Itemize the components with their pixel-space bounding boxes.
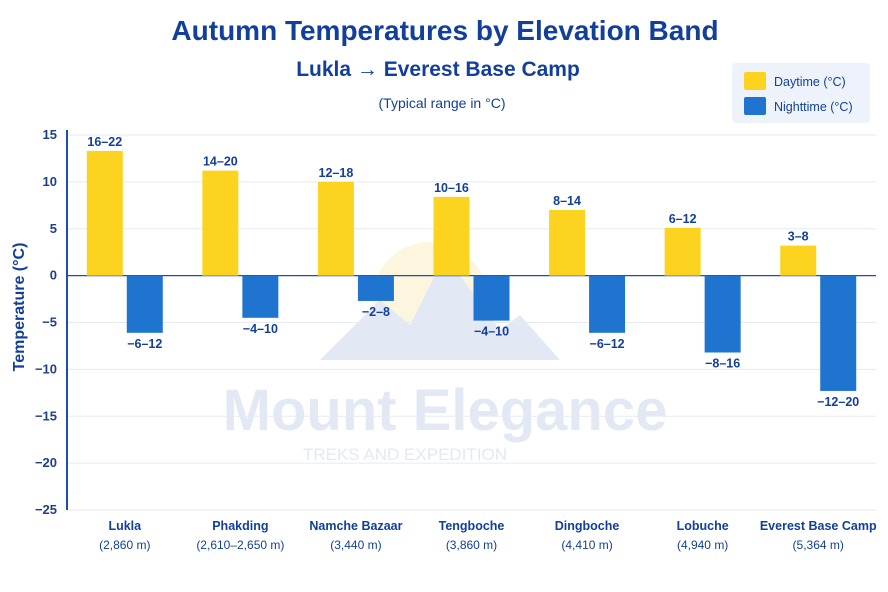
data-label-nighttime: −8–16 <box>705 357 740 371</box>
y-tick-label: −5 <box>42 315 57 330</box>
x-category-label: Everest Base Camp <box>760 519 877 533</box>
data-label-daytime: 8–14 <box>553 194 581 208</box>
legend: Daytime (°C) Nighttime (°C) <box>732 63 870 123</box>
bar-daytime <box>433 196 470 276</box>
y-tick-label: 5 <box>50 221 57 236</box>
x-category-elevation: (4,410 m) <box>561 538 612 552</box>
data-labels: 16–22 −6–12 14–20 −4–10 12–18 −2–8 10–16 −4–10 8… <box>87 135 859 409</box>
data-label-nighttime: −2–8 <box>362 305 390 319</box>
bar-daytime <box>780 245 817 276</box>
x-category-elevation: (4,940 m) <box>677 538 728 552</box>
legend-box <box>732 63 870 123</box>
y-tick-label: −10 <box>35 361 57 376</box>
x-category-label: Lobuche <box>677 519 729 533</box>
watermark-tagline: TREKS AND EXPEDITION <box>303 445 507 464</box>
bar-daytime <box>549 210 586 276</box>
y-axis-label: Temperature (°C) <box>11 243 28 372</box>
bar-nighttime <box>473 275 510 321</box>
gridlines <box>67 134 876 511</box>
chart-note: (Typical range in °C) <box>379 95 506 111</box>
x-category-label: Phakding <box>212 519 268 533</box>
watermark-mountain-icon <box>320 255 560 360</box>
y-tick-label: −20 <box>35 455 57 470</box>
legend-swatch-nighttime <box>744 97 766 115</box>
y-tick-label: 0 <box>50 268 57 283</box>
x-category-elevation: (3,860 m) <box>446 538 497 552</box>
data-label-daytime: 16–22 <box>87 135 122 149</box>
bar-daytime <box>317 181 354 276</box>
bar-nighttime <box>704 275 741 353</box>
bar-daytime <box>664 227 701 276</box>
x-axis-categories: Lukla (2,860 m) Phakding (2,610–2,650 m) Nam… <box>99 519 877 552</box>
watermark-logo: Mount Elegance TREKS AND EXPEDITION <box>223 242 668 464</box>
y-tick-label: 15 <box>43 127 57 142</box>
chart-title: Autumn Temperatures by Elevation Band <box>171 15 718 46</box>
data-label-nighttime: −12–20 <box>817 395 859 409</box>
data-label-nighttime: −6–12 <box>127 337 162 351</box>
bars <box>86 150 857 391</box>
x-category-elevation: (3,440 m) <box>330 538 381 552</box>
y-tick-label: 10 <box>43 174 57 189</box>
y-axis-ticks: 15 10 5 0 −5 −10 −15 −20 −25 <box>35 127 57 517</box>
data-label-nighttime: −4–10 <box>474 325 509 339</box>
x-category-elevation: (2,610–2,650 m) <box>196 538 284 552</box>
bar-nighttime <box>820 275 857 391</box>
legend-label-nighttime: Nighttime (°C) <box>774 100 853 114</box>
y-tick-label: −15 <box>35 408 57 423</box>
bar-daytime <box>202 170 239 276</box>
bar-nighttime <box>126 275 163 333</box>
x-category-label: Lukla <box>108 519 142 533</box>
x-category-label: Dingboche <box>555 519 620 533</box>
x-category-elevation: (2,860 m) <box>99 538 150 552</box>
legend-label-daytime: Daytime (°C) <box>774 75 846 89</box>
bar-nighttime <box>589 275 626 333</box>
watermark-brand: Mount Elegance <box>223 378 668 443</box>
bar-daytime <box>86 150 123 276</box>
x-category-label: Namche Bazaar <box>309 519 402 533</box>
y-tick-label: −25 <box>35 502 57 517</box>
legend-swatch-daytime <box>744 72 766 90</box>
chart-subtitle: Lukla → Everest Base Camp <box>296 58 580 81</box>
data-label-daytime: 6–12 <box>669 212 697 226</box>
data-label-daytime: 14–20 <box>203 155 238 169</box>
data-label-nighttime: −4–10 <box>243 322 278 336</box>
data-label-daytime: 10–16 <box>434 181 469 195</box>
x-category-label: Tengboche <box>439 519 505 533</box>
data-label-daytime: 12–18 <box>319 166 354 180</box>
bar-nighttime <box>242 275 279 318</box>
data-label-nighttime: −6–12 <box>590 337 625 351</box>
bar-nighttime <box>357 275 394 301</box>
data-label-daytime: 3–8 <box>788 230 809 244</box>
x-category-elevation: (5,364 m) <box>793 538 844 552</box>
